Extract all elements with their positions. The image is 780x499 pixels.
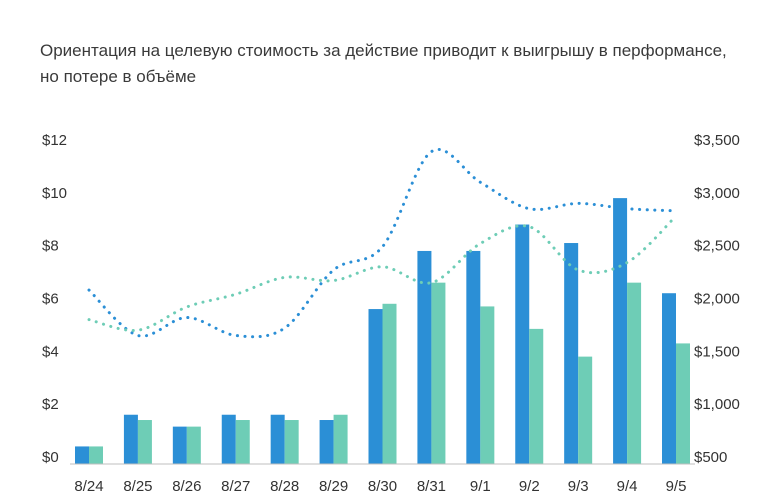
x-tick-label: 8/28 [270,478,299,495]
bar-series-2 [431,282,446,464]
bar-series-1 [662,293,676,464]
bar-series-1 [75,446,89,464]
x-tick-label: 8/25 [123,478,152,495]
bar-series-2 [382,303,397,464]
bar-series-1 [515,224,530,464]
x-tick-label: 9/1 [470,478,491,495]
bar-series-2 [284,420,299,464]
y-left-tick-label: $10 [42,185,67,202]
y-right-tick-label: $500 [694,449,727,466]
x-tick-label: 8/26 [172,478,201,495]
y-left-tick-label: $4 [42,343,59,360]
x-tick-label: 8/29 [319,478,348,495]
line-series-2 [87,214,678,332]
x-tick-label: 8/27 [221,478,250,495]
y-right-tick-label: $2,500 [694,238,740,255]
bar-series-2 [578,356,593,464]
x-tick-label: 9/2 [519,478,540,495]
bar-series-1 [466,250,481,464]
bar-series-2 [186,426,201,464]
bar-series-2 [480,306,495,464]
bar-series-1 [319,420,334,464]
bar-series-2 [676,343,690,464]
x-tick-label: 9/4 [617,478,638,495]
bar-series-1 [270,414,285,464]
bar-series-1 [417,250,432,464]
y-left-tick-label: $8 [42,238,59,255]
bar-series-2 [333,414,348,464]
y-right-tick-label: $2,000 [694,291,740,308]
y-right-tick-label: $3,500 [694,132,740,149]
chart-title: Ориентация на целевую стоимость за дейст… [40,38,760,90]
y-right-tick-label: $1,500 [694,343,740,360]
y-left-tick-label: $2 [42,396,59,413]
bar-series-1 [564,243,579,464]
x-tick-label: 9/3 [568,478,589,495]
y-left-tick-label: $6 [42,291,59,308]
bar-series-2 [235,420,250,464]
bar-series-2 [529,328,544,464]
bar-series-1 [368,309,383,464]
y-left-tick-label: $12 [42,132,67,149]
x-tick-label: 9/5 [666,478,687,495]
chart-title-line-1: Ориентация на целевую стоимость за дейст… [40,41,727,60]
chart-subtitle: но потере в объёме [40,67,197,86]
bar-series-1 [221,414,236,464]
y-right-tick-label: $3,000 [694,185,740,202]
x-tick-label: 8/30 [368,478,397,495]
x-tick-label: 8/31 [417,478,446,495]
bar-series-1 [172,426,187,464]
bar-series-1 [123,414,138,464]
y-right-tick-label: $1,000 [694,396,740,413]
x-tick-label: 8/24 [74,478,103,495]
y-left-tick-label: $0 [42,449,59,466]
bar-series-2 [627,282,642,464]
bar-series-1 [613,198,628,464]
bar-series-2 [89,446,103,464]
bar-series-2 [137,420,152,464]
line-series-1 [87,148,678,339]
